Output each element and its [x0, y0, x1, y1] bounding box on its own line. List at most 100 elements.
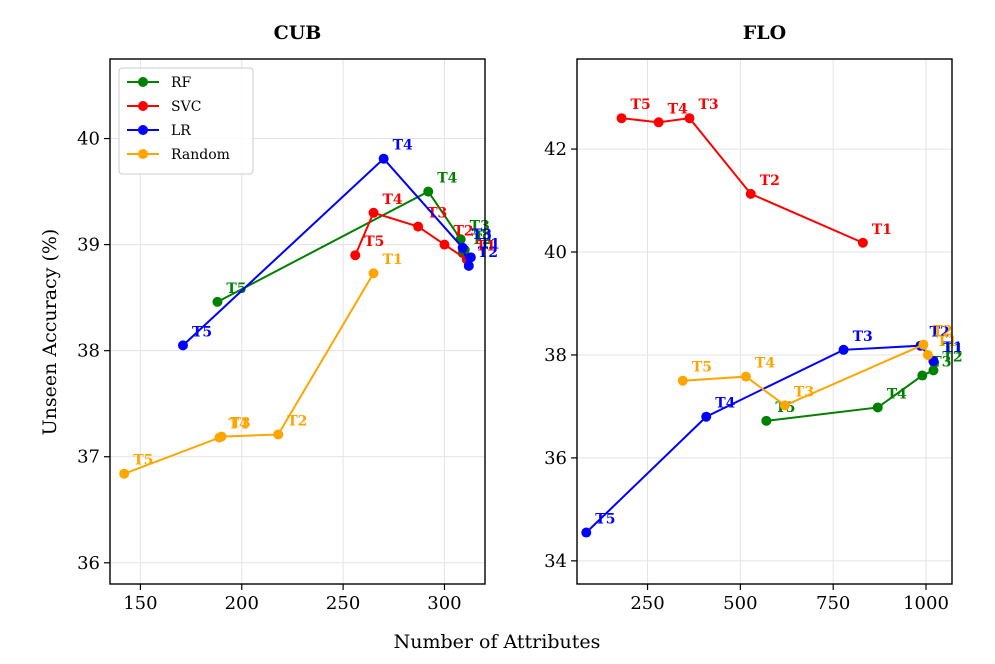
cub-data-point-lr — [463, 260, 474, 271]
flo-point-label-rf: T1 — [943, 342, 963, 358]
cub-data-point-lr — [457, 242, 468, 253]
flo-point-label-svc: T3 — [699, 97, 719, 113]
cub-point-label-random: T2 — [287, 413, 307, 429]
cub-point-label-random: T4 — [228, 417, 248, 433]
flo-data-point-lr — [838, 344, 849, 355]
flo-chart-title: FLO — [743, 22, 786, 44]
flo-data-point-rf — [872, 402, 883, 413]
cub-data-point-svc — [439, 239, 450, 250]
cub-y-tick-label: 37 — [77, 447, 100, 468]
cub-point-label-lr: T2 — [478, 245, 498, 261]
cub-data-point-lr — [465, 252, 476, 263]
flo-data-point-random — [918, 339, 929, 350]
cub-data-point-random — [216, 431, 227, 442]
legend-label-svc: SVC — [171, 99, 201, 115]
cub-point-label-random: T3 — [230, 416, 250, 432]
flo-point-label-svc: T5 — [631, 97, 651, 113]
cub-point-label-random: T1 — [383, 252, 403, 268]
cub-y-tick-label: 40 — [77, 129, 100, 150]
cub-point-label-svc: T4 — [383, 192, 403, 208]
flo-data-point-lr — [581, 527, 592, 538]
cub-point-label-random: T5 — [133, 453, 153, 469]
legend-label-rf: RF — [171, 75, 192, 91]
legend-marker-rf — [138, 77, 148, 87]
cub-y-tick-label: 36 — [77, 553, 100, 574]
cub-point-label-svc: T5 — [364, 234, 384, 250]
cub-point-label-rf: T2 — [472, 232, 492, 248]
flo-point-label-svc: T2 — [760, 173, 780, 189]
legend-marker-svc — [138, 101, 148, 111]
y-axis-label: Unseen Accuracy (%) — [39, 229, 61, 436]
cub-axes-frame — [109, 58, 486, 585]
flo-x-tick-label: 500 — [723, 593, 757, 614]
cub-point-label-svc: T1 — [476, 238, 496, 254]
flo-axes-frame — [576, 58, 953, 585]
cub-data-point-random — [368, 268, 379, 279]
cub-x-tick-label: 300 — [427, 593, 461, 614]
legend-marker-random — [138, 149, 148, 159]
flo-data-point-svc — [616, 113, 627, 124]
chart-flo: FLO25050075010003436384042T5T4T3T2T1T5T4… — [544, 22, 963, 614]
flo-data-point-rf — [928, 365, 939, 376]
flo-data-point-svc — [857, 237, 868, 248]
flo-data-point-svc — [653, 117, 664, 128]
cub-point-label-rf: T5 — [226, 281, 246, 297]
flo-data-point-random — [740, 371, 751, 382]
cub-data-point-random — [119, 468, 130, 479]
flo-point-label-lr: T2 — [929, 325, 949, 341]
cub-x-tick-label: 250 — [326, 593, 360, 614]
flo-y-tick-label: 42 — [544, 139, 567, 160]
flo-point-label-random: T4 — [755, 356, 775, 372]
x-axis-label: Number of Attributes — [394, 631, 601, 653]
cub-y-tick-label: 39 — [77, 235, 100, 256]
flo-y-tick-label: 38 — [544, 345, 567, 366]
legend-label-random: Random — [171, 147, 230, 163]
cub-point-label-lr: T3 — [472, 227, 492, 243]
cub-data-point-svc — [350, 250, 361, 261]
flo-x-tick-label: 750 — [816, 593, 850, 614]
flo-point-label-rf: T4 — [887, 386, 907, 402]
flo-series-line-svc — [621, 117, 864, 244]
flo-series-line-lr — [585, 344, 935, 534]
cub-point-label-svc: T3 — [427, 206, 447, 222]
flo-point-label-random: T1 — [937, 334, 957, 350]
flo-y-tick-label: 36 — [544, 448, 567, 469]
cub-point-label-svc: T2 — [453, 224, 473, 240]
flo-x-tick-label: 250 — [630, 593, 664, 614]
flo-data-point-rf — [761, 415, 772, 426]
flo-point-label-random: T5 — [692, 360, 712, 376]
flo-data-point-random — [922, 349, 933, 360]
flo-data-point-rf — [917, 370, 928, 381]
cub-x-tick-label: 200 — [225, 593, 259, 614]
flo-data-point-lr — [701, 411, 712, 422]
flo-point-label-random: T2 — [932, 324, 952, 340]
legend-marker-lr — [138, 125, 148, 135]
flo-point-label-random: T3 — [794, 384, 814, 400]
flo-data-point-svc — [684, 113, 695, 124]
flo-point-label-lr: T5 — [595, 512, 615, 528]
cub-data-point-lr — [378, 153, 389, 164]
cub-data-point-rf — [423, 186, 434, 197]
flo-y-tick-label: 34 — [544, 551, 567, 572]
cub-y-tick-label: 38 — [77, 341, 100, 362]
cub-data-point-svc — [368, 207, 379, 218]
flo-point-label-lr: T3 — [853, 329, 873, 345]
cub-series-line-random — [123, 272, 375, 475]
cub-point-label-lr: T5 — [192, 324, 212, 340]
legend-box — [118, 67, 254, 175]
cub-data-point-svc — [413, 221, 424, 232]
cub-point-label-rf: T1 — [474, 229, 494, 245]
flo-data-point-random — [677, 375, 688, 386]
flo-point-label-svc: T4 — [668, 101, 688, 117]
flo-x-tick-label: 1000 — [903, 593, 949, 614]
cub-point-label-rf: T4 — [437, 171, 457, 187]
flo-point-label-svc: T1 — [872, 222, 892, 238]
legend-label-lr: LR — [171, 123, 191, 139]
flo-data-point-svc — [745, 188, 756, 199]
cub-chart-title: CUB — [274, 22, 322, 44]
cub-point-label-lr: T1 — [480, 236, 500, 252]
flo-y-tick-label: 40 — [544, 242, 567, 263]
flo-data-point-random — [779, 400, 790, 411]
